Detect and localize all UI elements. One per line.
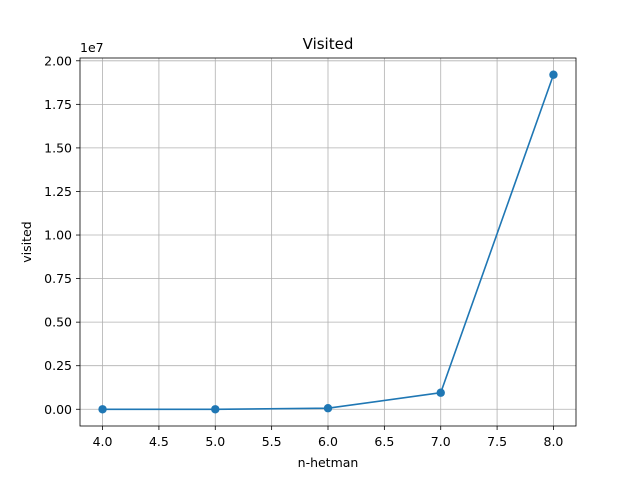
y-tick-label: 1.00 <box>44 228 72 243</box>
data-point <box>549 70 558 79</box>
chart-title: Visited <box>303 35 354 53</box>
y-tick-label: 1.75 <box>44 97 72 112</box>
y-tick-label: 0.75 <box>44 271 72 286</box>
x-tick-label: 6.5 <box>374 434 394 449</box>
x-tick-label: 5.0 <box>205 434 225 449</box>
y-tick-label: 1.25 <box>44 184 72 199</box>
x-tick-label: 4.0 <box>93 434 113 449</box>
y-tick-label: 2.00 <box>44 53 72 68</box>
data-point <box>436 388 445 397</box>
y-tick-label: 0.00 <box>44 402 72 417</box>
x-tick-label: 6.0 <box>318 434 338 449</box>
x-axis-label: n-hetman <box>298 455 359 470</box>
x-tick-label: 8.0 <box>544 434 564 449</box>
y-tick-label: 0.25 <box>44 358 72 373</box>
x-tick-label: 4.5 <box>149 434 169 449</box>
y-tick-label: 0.50 <box>44 315 72 330</box>
y-axis-label: visited <box>19 221 34 262</box>
series-layer <box>98 70 558 414</box>
x-tick-label: 5.5 <box>262 434 282 449</box>
x-tick-label: 7.5 <box>487 434 507 449</box>
data-point <box>211 405 220 414</box>
x-tick-label: 7.0 <box>431 434 451 449</box>
tick-layer: 4.0 4.5 5.0 5.5 6.0 6.5 7.0 7.5 8.0 0.00 0.25 0.50 0… <box>44 53 563 449</box>
y-tick-label: 1.50 <box>44 140 72 155</box>
data-point <box>98 405 107 414</box>
plot-area-frame <box>79 57 577 427</box>
data-point <box>323 404 333 413</box>
y-axis-offset-label: 1e7 <box>80 40 104 55</box>
